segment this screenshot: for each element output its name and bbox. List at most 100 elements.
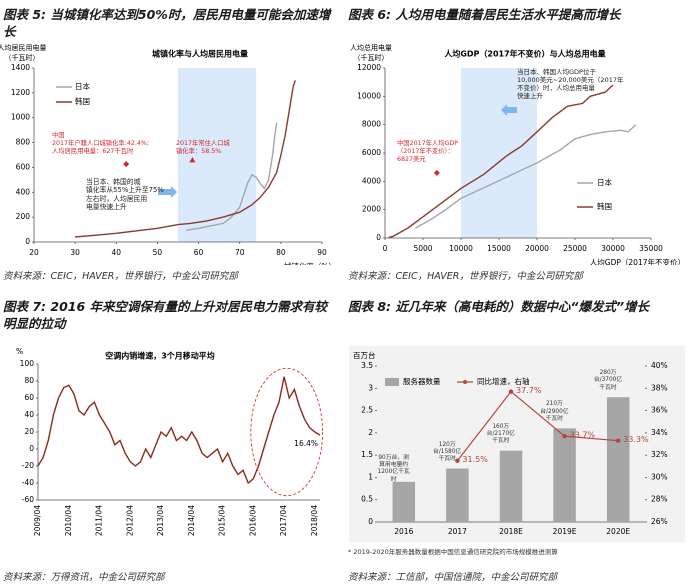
y-tick-label: 100 [20,359,35,368]
y-tick-label: 1.5 [361,450,373,459]
data-label: 280万台/3700亿千瓦时 [593,370,623,391]
data-label: 33.3% [623,435,649,444]
x-tick-label: 2014/04 [187,505,196,536]
x-tick-label: 30 [70,248,80,257]
y-tick-label: 600 [16,162,31,171]
y-tick-label: 0 [368,517,373,526]
x-tick-label: 70 [235,248,245,257]
bar [392,481,416,522]
legend-label: 韩国 [597,201,612,211]
chart-panel: 空调内销增速，3个月移动平均% -60 -40 -20 0 20 40 60 80 100 2009… [0,342,340,542]
chart-panel: 人均GDP（2017年不变价）与人均总用电量 人均总用电量 （千瓦时） 人均GDP（2… [345,40,689,265]
chart-title: 空调内销增速，3个月移动平均 [105,351,215,361]
y-tick-label: 12000 [357,63,381,72]
series-line [186,122,278,231]
y-axis-label: 人均总用电量 [350,43,392,52]
y-tick-label: 2 [368,428,373,437]
line-marker [616,438,621,443]
x-tick-label: 50 [153,248,163,257]
highlight-band [461,68,537,238]
data-label: 160万台/2170亿千瓦时 [486,423,515,445]
y-tick-label: 1400 [11,63,30,72]
y-tick-label: -60 [22,495,34,504]
data-label: 16.4% [294,439,318,448]
y2-tick-label: 28% [651,495,668,504]
x-axis-label: 人均GDP（2017年不变价） [590,257,685,265]
y-tick-label: 80 [24,376,34,385]
x-tick-label: 2017/04 [279,505,288,536]
x-tick-label: 35000 [639,244,663,253]
data-point [123,161,130,168]
figure-caption: 图表 8: 近几年来（高电耗的）数据中心“爆发式”增长 [348,299,650,314]
x-tick-label: 2016/04 [248,505,257,536]
source-note: 资料来源：万得资讯，中金公司研究部 [3,572,165,583]
chart-panel: 百万台 0 0.5 1 1.5 2 2.5 3 3.5 26% 28% 30% 32% 34% 36% 38%… [345,342,689,542]
x-tick-label: 20 [29,248,39,257]
chart: 百万台 0 0.5 1 1.5 2 2.5 3 3.5 26% 28% 30% 32% 34% 36% 38%… [349,346,685,542]
y-tick-label: 800 [16,138,31,147]
source-note: 资料来源：CEIC，HAVER，世界银行，中金公司研究部 [348,271,583,282]
y-axis-label: （千瓦时） [354,53,389,62]
data-label: 120万台/1580亿千瓦时 [433,441,462,462]
data-label: 90万台，测算用电量约1200亿千瓦时 [377,454,410,483]
legend-swatch [385,378,399,386]
callout-arrow [501,104,517,116]
y-tick-label: 200 [16,212,31,221]
legend-label: 服务器数量 [403,376,441,386]
y-tick-label: -20 [22,461,34,470]
data-label: 37.7% [516,386,542,395]
y-tick-label: 0.5 [361,495,373,504]
y2-tick-label: 26% [651,517,668,526]
chart-title: 人均GDP（2017年不变价）与人均总用电量 [444,49,605,59]
x-tick-label: 2009/04 [33,505,42,536]
x-tick-label: 30000 [601,244,625,253]
chart: 城镇化率与人均居民用电量 人均居民用电量（千瓦时） 城镇化率（%） 0 200 400 60… [0,43,336,265]
x-tick-label: 2019E [553,527,577,536]
annotation: 中国2017年人均GDP （2017年不变价）： 6827美元 [397,140,459,163]
chart: 人均GDP（2017年不变价）与人均总用电量 人均总用电量（千瓦时） 人均GDP（2… [350,43,685,265]
x-tick-label: 2020E [606,527,630,536]
y-axis-label: % [16,347,23,356]
bar [499,450,523,522]
x-tick-label: 2013/04 [156,505,165,536]
annotation: 当日本、韩国的城 镇化率从55%上升至75% 左右时，人均居民用 电量快速上升 [86,178,164,212]
x-tick-label: 40 [112,248,122,257]
y2-tick-label: 40% [651,361,668,370]
chart: 空调内销增速，3个月移动平均% -60 -40 -20 0 20 40 60 80 100 2009… [16,347,324,536]
y2-tick-label: 30% [651,472,668,481]
x-tick-label: 0 [383,244,388,253]
y-tick-label: 0 [376,233,381,242]
x-tick-label: 25000 [563,244,587,253]
y-tick-label: 0 [29,444,34,453]
y-tick-label: 20 [24,427,34,436]
figure-caption: 图表 7: 2016 年来空调保有量的上升对居民电力需求有较明显的拉动 [3,299,328,331]
y2-tick-label: 36% [651,406,668,415]
y-tick-label: 1000 [11,113,30,122]
y2-tick-label: 32% [651,450,668,459]
legend-label: 韩国 [75,96,90,106]
highlight-band [178,68,257,242]
x-axis-label: 城镇化率（%） [284,261,336,265]
y-tick-label: 3.5 [361,361,373,370]
x-tick-label: 15000 [487,244,511,253]
y-tick-label: 6000 [362,148,381,157]
x-tick-label: 2017 [448,527,467,536]
legend-marker [463,380,467,384]
data-label: 210万台/2900亿千瓦时 [540,401,569,422]
x-tick-label: 2018E [499,527,523,536]
y-tick-label: 1 [368,472,373,481]
source-note: 资料来源：CEIC，HAVER，世界银行，中金公司研究部 [3,271,238,282]
y-tick-label: 3 [368,383,373,392]
legend-label: 日本 [75,81,90,91]
series-line [415,124,637,229]
annotation: 当日本、韩国人均GDP位于 10,000美元~20,000美元（2017年 不变… [517,68,624,101]
bar [446,468,469,522]
y-tick-label: 60 [24,393,34,402]
series-line [456,390,619,462]
x-tick-label: 2016 [394,527,413,536]
legend-label: 日本 [597,177,612,187]
y-axis-label: 人均居民用电量 [0,43,47,52]
data-point [433,169,440,176]
highlight-circle [250,367,324,497]
